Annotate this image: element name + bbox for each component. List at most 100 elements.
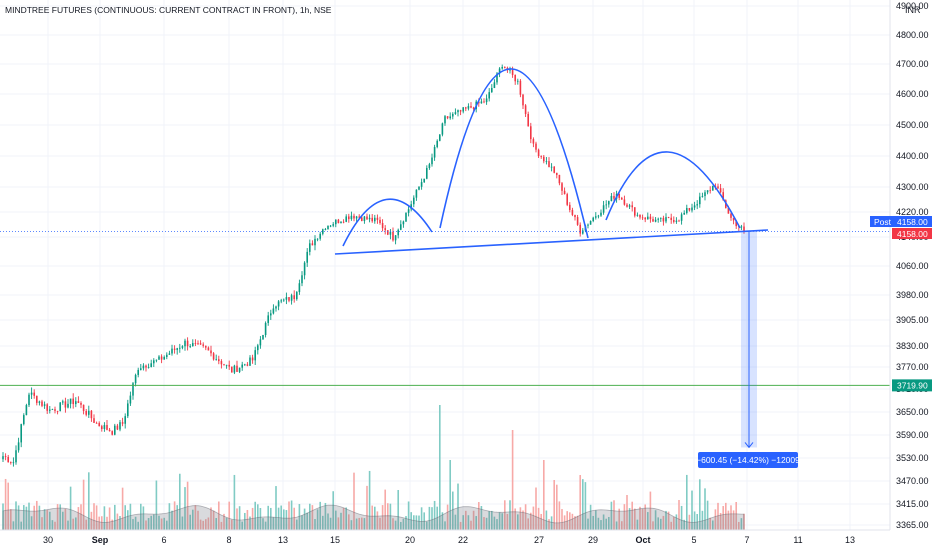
candle-body [743,226,745,232]
volume-bar [116,513,119,530]
volume-bar [563,515,566,530]
volume-bar [581,479,584,530]
volume-bar [28,502,30,530]
volume-bar [392,518,394,530]
post-tag-label: Post [874,217,892,227]
volume-bar [155,480,158,530]
candle-body [399,224,402,230]
volume-bar [683,519,686,530]
volume-bar [308,503,311,530]
candle-body [220,361,223,365]
volume-bar [628,508,631,530]
candle-body [467,106,470,109]
volume-bar [698,479,701,530]
volume-bar [719,512,722,530]
candle-body [405,212,407,222]
candle-body [116,425,119,430]
volume-average-area [2,504,745,531]
volume-bar [467,515,470,530]
volume-bar [280,505,283,530]
candle-body [571,209,574,215]
candle-body [711,185,714,191]
volume-bar [158,515,160,530]
volume-bar [277,507,280,530]
volume-bar [558,501,561,530]
candle-body [379,219,381,224]
volume-bar [303,508,306,530]
volume-bar [7,482,10,530]
candle-body [535,143,537,150]
volume-bar [615,521,618,530]
volume-bar [735,502,738,530]
volume-bar [639,506,641,530]
candle-body [277,301,280,307]
volume-bar [493,516,496,530]
volume-bar [620,521,623,530]
volume-bar [69,486,72,530]
candle-body [719,188,722,193]
candle-body [727,207,730,214]
candle-body [602,205,605,213]
candle-body [246,364,249,366]
volume-bar [410,512,413,530]
candle-body [373,217,376,222]
candle-body [259,339,262,346]
candle-body [493,82,496,88]
candle-body [509,69,511,71]
volume-bar [394,520,397,530]
volume-bar [272,517,275,530]
volume-bar [405,516,407,530]
volume-bar [230,519,233,530]
candle-body [722,192,725,201]
candle-body [230,366,233,373]
volume-bar [64,508,67,530]
volume-bar [701,510,704,530]
candle-body [150,363,153,367]
volume-bar [675,514,678,530]
overlays: −600.45 (−14.42%) −12009 [0,68,890,468]
candle-body [548,161,550,168]
candle-body [394,235,397,241]
volume-bar [85,519,88,530]
volume-bar [402,518,405,530]
candle-body [126,403,129,417]
candle-body [576,217,579,225]
candle-body [147,366,150,368]
volume-bar [545,510,548,530]
volume-bar [189,514,192,530]
price-tick-label: 4300.00 [896,182,929,192]
candle-body [93,418,95,423]
post-value-label: 4158.00 [897,217,928,227]
candle-body [160,356,163,360]
volume-bar [113,504,116,530]
candle-body [288,297,290,301]
candle-body [340,221,342,224]
candle-body [2,456,4,460]
candle-body [334,219,337,225]
candle-body [529,126,532,140]
volume-bar [142,506,145,530]
volume-bar [295,519,298,530]
volume-bar [412,515,415,530]
volume-bar [2,503,4,530]
candle-body [488,92,491,99]
candle-body [594,216,597,218]
candle-body [644,217,647,220]
volume-bar [553,480,556,530]
volume-bar [334,510,337,530]
measure-label-text: −600.45 (−14.42%) −12009 [696,455,800,465]
candle-body [228,364,231,367]
candle-body [376,217,379,220]
neckline [334,229,769,255]
volume-bar [4,478,7,530]
candle-body [103,425,106,429]
candle-body [623,199,626,205]
volume-bar [371,505,374,530]
volume-bar [724,502,727,530]
volume-bar [124,505,127,530]
price-axis: 4900.00 4800.00 4700.00 4600.00 4500.00 4400.… [889,0,929,530]
volume-bar [246,509,249,530]
candle-body [134,374,137,384]
candle-body [532,139,535,144]
